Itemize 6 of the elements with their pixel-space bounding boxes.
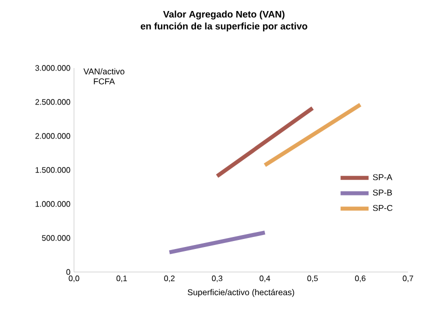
chart-title: Valor Agregado Neto (VAN) en función de la superficie por activo <box>140 10 308 32</box>
y-axis-title: VAN/activo FCFA <box>83 68 124 84</box>
legend-label: SP-B <box>372 190 392 196</box>
legend-label: SP-C <box>372 204 392 211</box>
legend-label: SP-A <box>372 174 392 180</box>
x-axis-title: Superficie/activo (hectáreas) <box>188 288 294 297</box>
